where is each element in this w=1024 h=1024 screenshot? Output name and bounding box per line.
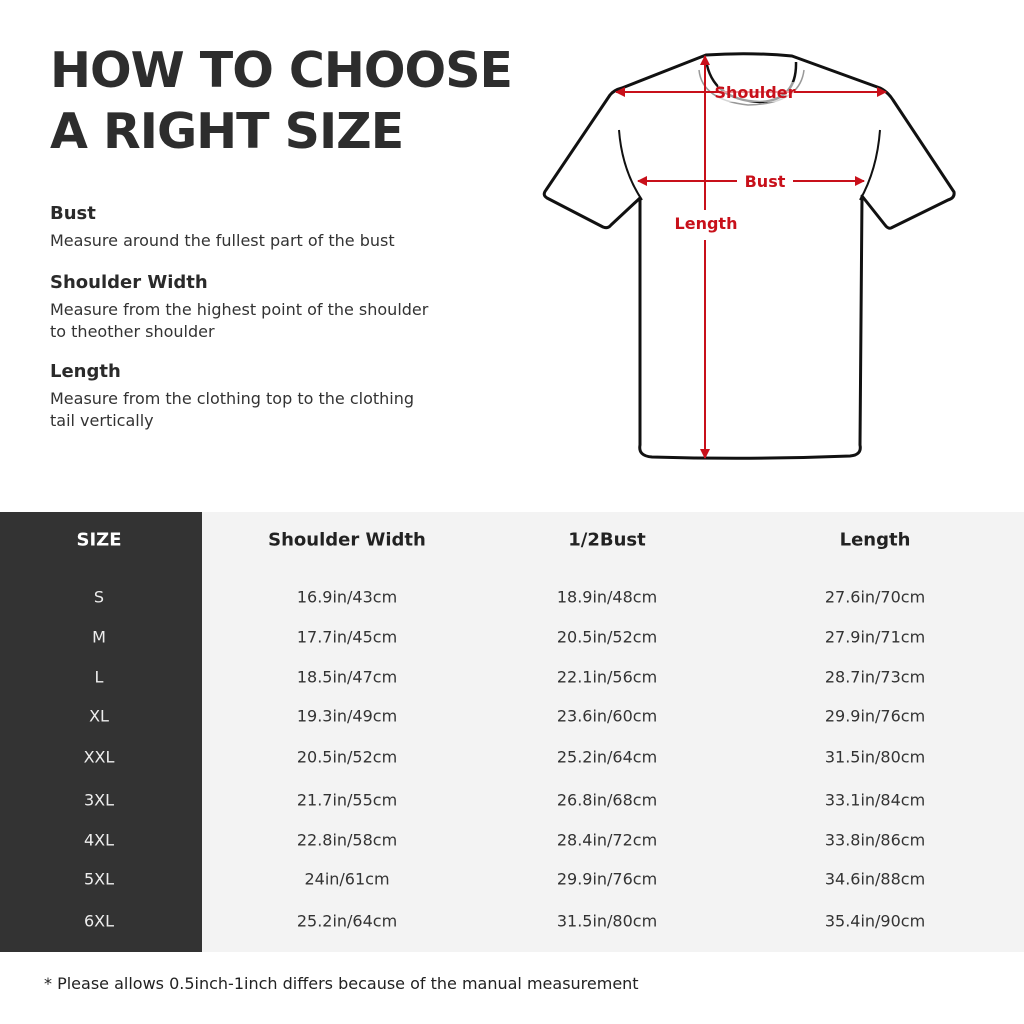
guide-length: Length Measure from the clothing top to …	[50, 360, 430, 432]
guide-shoulder: Shoulder Width Measure from the highest …	[50, 271, 430, 343]
cell-length: 33.1in/84cm	[824, 790, 926, 810]
guide-heading: Bust	[50, 203, 96, 224]
cell-length: 29.9in/76cm	[824, 706, 926, 726]
cell-half-bust: 26.8in/68cm	[556, 790, 658, 810]
cell-half-bust: 31.5in/80cm	[556, 911, 658, 931]
cell-size: S	[93, 587, 105, 607]
cell-half-bust: 22.1in/56cm	[556, 667, 658, 687]
cell-half-bust: 29.9in/76cm	[556, 869, 658, 889]
cell-half-bust: 20.5in/52cm	[556, 627, 658, 647]
cell-half-bust: 23.6in/60cm	[556, 706, 658, 726]
cell-shoulder-width: 24in/61cm	[304, 869, 390, 889]
cell-size: 3XL	[83, 790, 115, 810]
cell-shoulder-width: 25.2in/64cm	[296, 911, 398, 931]
cell-size: M	[92, 627, 106, 647]
guide-heading: Shoulder Width	[50, 272, 208, 293]
tshirt-diagram: Shoulder Bust Length	[542, 52, 956, 460]
header-shoulder-width: Shoulder Width	[268, 529, 426, 551]
size-column	[0, 512, 202, 952]
cell-length: 33.8in/86cm	[824, 830, 926, 850]
cell-length: 27.9in/71cm	[824, 627, 926, 647]
cell-length: 27.6in/70cm	[824, 587, 926, 607]
cell-size: XXL	[83, 747, 115, 767]
size-table: SIZE Shoulder Width 1/2Bust Length S 16.9in/4…	[0, 512, 1024, 952]
guide-text: Measure from the highest point of the sh…	[50, 300, 429, 341]
cell-length: 28.7in/73cm	[824, 667, 926, 687]
cell-half-bust: 18.9in/48cm	[556, 587, 658, 607]
measurement-note: * Please allows 0.5inch-1inch differs be…	[44, 974, 639, 993]
cell-size: 6XL	[83, 911, 115, 931]
cell-shoulder-width: 17.7in/45cm	[296, 627, 398, 647]
guide-bust: Bust Measure around the fullest part of …	[50, 202, 430, 252]
guide-text: Measure around the fullest part of the b…	[50, 231, 395, 250]
cell-half-bust: 25.2in/64cm	[556, 747, 658, 767]
cell-shoulder-width: 20.5in/52cm	[296, 747, 398, 767]
guide-text: Measure from the clothing top to the clo…	[50, 389, 415, 430]
shoulder-label: Shoulder	[715, 83, 796, 102]
header-size: SIZE	[76, 529, 122, 551]
header-half-bust: 1/2Bust	[568, 529, 646, 551]
cell-half-bust: 28.4in/72cm	[556, 830, 658, 850]
cell-shoulder-width: 21.7in/55cm	[296, 790, 398, 810]
bust-label: Bust	[745, 172, 786, 191]
cell-size: 4XL	[83, 830, 115, 850]
cell-size: 5XL	[83, 869, 115, 889]
cell-size: L	[94, 667, 104, 687]
cell-length: 34.6in/88cm	[824, 869, 926, 889]
tshirt-outline	[542, 52, 956, 460]
cell-shoulder-width: 16.9in/43cm	[296, 587, 398, 607]
cell-length: 35.4in/90cm	[824, 911, 926, 931]
cell-shoulder-width: 18.5in/47cm	[296, 667, 398, 687]
cell-length: 31.5in/80cm	[824, 747, 926, 767]
title-line-1: HOW TO CHOOSE	[50, 42, 513, 99]
guide-heading: Length	[50, 361, 121, 382]
page-title: HOW TO CHOOSE A RIGHT SIZE	[50, 40, 513, 162]
cell-size: XL	[89, 706, 109, 726]
cell-shoulder-width: 19.3in/49cm	[296, 706, 398, 726]
cell-shoulder-width: 22.8in/58cm	[296, 830, 398, 850]
header-length: Length	[839, 529, 911, 551]
length-label: Length	[675, 214, 738, 233]
title-line-2: A RIGHT SIZE	[50, 103, 404, 160]
